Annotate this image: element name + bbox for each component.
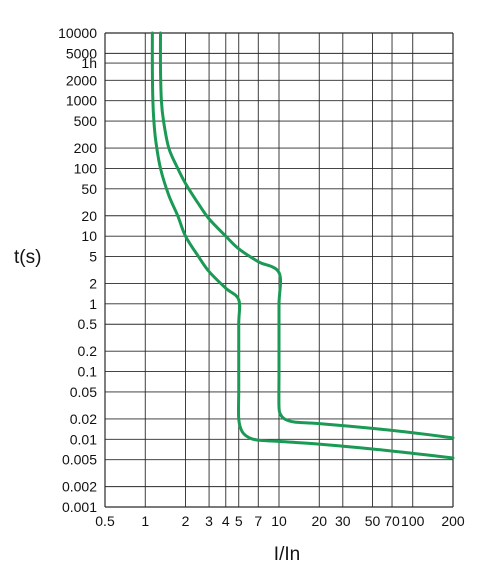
x-tick-label: 0.5	[95, 513, 115, 529]
y-tick-label: 0.2	[78, 343, 98, 359]
x-tick-label: 2	[182, 513, 190, 529]
x-tick-label: 50	[365, 513, 381, 529]
y-tick-label: 0.1	[78, 364, 98, 380]
y-tick-label: 1h	[81, 55, 97, 71]
upper-trip-curve	[158, 31, 455, 440]
y-axis-label: t(s)	[14, 247, 41, 268]
y-tick-label: 5000	[66, 45, 97, 61]
x-tick-label: 10	[271, 513, 287, 529]
y-tick-label: 5	[89, 249, 97, 265]
x-tick-label: 1	[141, 513, 149, 529]
lower-trip-curve	[150, 31, 455, 460]
y-tick-label: 10000	[58, 25, 97, 41]
x-tick-label: 7	[254, 513, 262, 529]
x-tick-label: 4	[222, 513, 230, 529]
y-tick-label: 0.01	[70, 431, 97, 447]
y-tick-label: 200	[74, 140, 98, 156]
y-tick-label: 1	[89, 296, 97, 312]
y-tick-label: 0.02	[70, 411, 97, 427]
y-tick-label: 0.005	[62, 452, 97, 468]
y-tick-label: 0.001	[62, 499, 97, 515]
y-tick-label: 0.05	[70, 384, 97, 400]
y-tick-label: 0.002	[62, 479, 97, 495]
y-tick-label: 2000	[66, 72, 97, 88]
y-tick-label: 50	[81, 181, 97, 197]
y-tick-label: 500	[74, 113, 98, 129]
x-tick-label: 70	[384, 513, 400, 529]
y-tick-label: 1000	[66, 93, 97, 109]
y-tick-label: 10	[81, 228, 97, 244]
x-tick-label: 20	[311, 513, 327, 529]
x-tick-label: 100	[401, 513, 425, 529]
x-tick-labels: 0.5 1 2 3 4 5 7 10 20 30 50 70 100 200	[95, 513, 465, 529]
x-tick-label: 5	[235, 513, 243, 529]
x-tick-label: 30	[335, 513, 351, 529]
x-axis-label: I/In	[274, 544, 300, 565]
x-tick-label: 200	[441, 513, 465, 529]
y-tick-label: 100	[74, 160, 98, 176]
y-tick-label: 2	[89, 275, 97, 291]
grid-lines	[104, 32, 454, 508]
x-tick-label: 3	[205, 513, 213, 529]
y-tick-label: 20	[81, 208, 97, 224]
curves	[150, 31, 455, 460]
y-tick-label: 0.5	[78, 316, 98, 332]
